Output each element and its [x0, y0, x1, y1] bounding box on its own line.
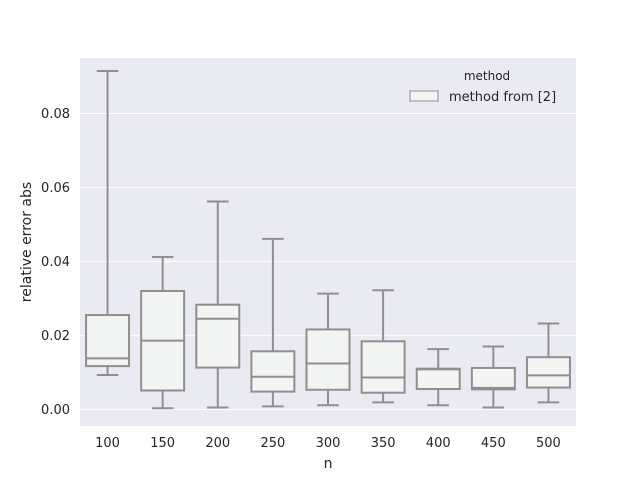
box-450 — [470, 345, 516, 409]
x-tick-label: 150 — [150, 436, 175, 451]
box-iqr — [470, 366, 516, 391]
y-tick-label: 0.06 — [41, 181, 70, 196]
x-tick-label: 350 — [371, 436, 396, 451]
x-tick-label: 250 — [260, 436, 285, 451]
box-150 — [140, 255, 186, 410]
y-tick-label: 0.04 — [41, 255, 70, 270]
box-iqr — [415, 367, 461, 391]
legend: method method from [2] — [409, 69, 556, 105]
box-500 — [525, 322, 571, 404]
x-axis-title: n — [324, 456, 333, 472]
box-iqr — [195, 303, 241, 369]
x-tick-labels: 100 150 200 250 300 350 400 450 500 — [95, 436, 561, 451]
box-100 — [85, 69, 131, 376]
box-iqr — [250, 350, 296, 393]
x-tick-label: 100 — [95, 436, 120, 451]
legend-swatch — [409, 90, 439, 102]
y-tick-label: 0.08 — [41, 107, 70, 122]
y-tick-label: 0.00 — [41, 403, 70, 418]
box-iqr — [360, 340, 406, 394]
y-tick-label: 0.02 — [41, 329, 70, 344]
x-tick-label: 500 — [536, 436, 561, 451]
y-axis-title: relative error abs — [19, 182, 35, 302]
box-400 — [415, 348, 461, 407]
box-300 — [305, 292, 351, 407]
box-350 — [360, 289, 406, 404]
x-tick-label: 300 — [316, 436, 341, 451]
boxes — [85, 69, 571, 410]
x-tick-label: 450 — [481, 436, 506, 451]
x-tick-label: 400 — [426, 436, 451, 451]
box-iqr — [305, 328, 351, 391]
y-tick-labels: 0.00 0.02 0.04 0.06 0.08 — [41, 107, 70, 418]
x-tick-label: 200 — [205, 436, 230, 451]
box-200 — [195, 200, 241, 409]
legend-title: method — [464, 69, 510, 83]
legend-label: method from [2] — [449, 90, 556, 105]
box-250 — [250, 237, 296, 408]
box-iqr — [525, 356, 571, 389]
